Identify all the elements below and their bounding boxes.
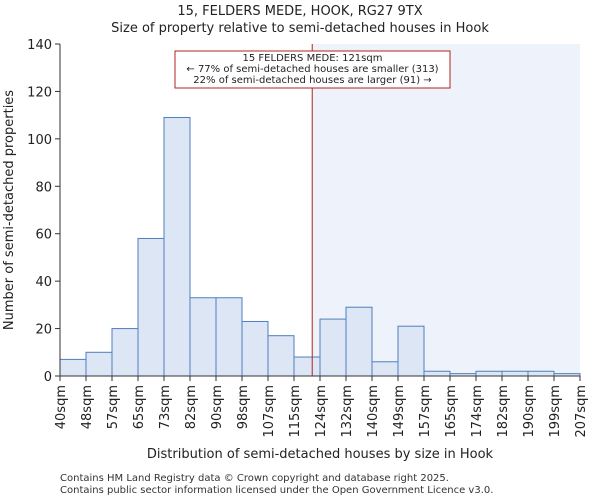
x-tick-label: 124sqm bbox=[314, 385, 329, 438]
histogram-chart: 0 20 40 60 80 100 120 140 40sqm 48sqm 57sqm 65sqm 73… bbox=[2, 38, 589, 462]
histogram-bar bbox=[475, 370, 503, 377]
annotation-line1: 15 FELDERS MEDE: 121sqm bbox=[243, 53, 383, 64]
histogram-bar bbox=[267, 335, 295, 377]
y-tick-label: 80 bbox=[35, 180, 52, 195]
histogram-bar bbox=[59, 358, 87, 377]
x-tick-label: 157sqm bbox=[418, 385, 433, 438]
x-tick-label: 182sqm bbox=[496, 385, 511, 438]
histogram-bar bbox=[527, 370, 555, 377]
x-tick-label: 90sqm bbox=[210, 385, 225, 429]
histogram-bar bbox=[293, 356, 321, 377]
chart-title-address: 15, FELDERS MEDE, HOOK, RG27 9TX bbox=[177, 4, 423, 19]
y-tick-label: 60 bbox=[35, 228, 52, 243]
histogram-bar bbox=[501, 370, 529, 377]
x-tick-label: 165sqm bbox=[444, 385, 459, 438]
x-tick-label: 73sqm bbox=[158, 385, 173, 429]
x-tick-label: 132sqm bbox=[340, 385, 355, 438]
histogram-bar bbox=[189, 297, 217, 377]
histogram-bar bbox=[215, 297, 243, 377]
x-tick-label: 149sqm bbox=[392, 385, 407, 438]
histogram-bar bbox=[163, 117, 191, 377]
annotation-box bbox=[174, 50, 451, 89]
x-tick-label: 115sqm bbox=[288, 385, 303, 438]
y-tick-label: 20 bbox=[35, 323, 52, 338]
x-tick-label: 57sqm bbox=[106, 385, 121, 429]
x-tick-label: 65sqm bbox=[132, 385, 147, 429]
histogram-bar bbox=[85, 351, 113, 377]
x-tick-label: 190sqm bbox=[522, 385, 537, 438]
x-tick-label: 98sqm bbox=[236, 385, 251, 429]
histogram-bar bbox=[137, 237, 165, 377]
annotation-line3: 22% of semi-detached houses are larger (… bbox=[193, 75, 431, 86]
y-tick-label: 120 bbox=[27, 85, 52, 100]
histogram-bar bbox=[371, 361, 399, 377]
y-axis-title: Number of semi-detached properties bbox=[2, 90, 17, 330]
footer-copyright: Contains HM Land Registry data © Crown c… bbox=[60, 473, 449, 484]
histogram-bar bbox=[319, 318, 347, 377]
x-tick-label: 107sqm bbox=[262, 385, 277, 438]
histogram-bar bbox=[111, 328, 139, 377]
x-axis-title: Distribution of semi-detached houses by … bbox=[147, 447, 494, 462]
histogram-bar bbox=[241, 320, 269, 377]
chart-title: Size of property relative to semi-detach… bbox=[111, 21, 489, 36]
y-tick-label: 40 bbox=[35, 275, 52, 290]
y-tick-label: 100 bbox=[27, 133, 52, 148]
x-tick-label: 199sqm bbox=[548, 385, 563, 438]
footer-licence: Contains public sector information licen… bbox=[60, 485, 494, 496]
x-tick-label: 174sqm bbox=[470, 385, 485, 438]
annotation-line2: ← 77% of semi-detached houses are smalle… bbox=[186, 64, 438, 75]
y-tick-label: 140 bbox=[27, 38, 52, 53]
x-tick-label: 140sqm bbox=[366, 385, 381, 438]
x-tick-label: 40sqm bbox=[54, 385, 69, 429]
histogram-bar bbox=[397, 325, 425, 377]
y-tick-label: 0 bbox=[44, 370, 52, 385]
x-tick-label: 48sqm bbox=[80, 385, 95, 429]
x-tick-label: 82sqm bbox=[184, 385, 199, 429]
histogram-bar bbox=[345, 306, 373, 377]
histogram-bar bbox=[423, 370, 451, 377]
x-tick-label: 207sqm bbox=[574, 385, 589, 438]
